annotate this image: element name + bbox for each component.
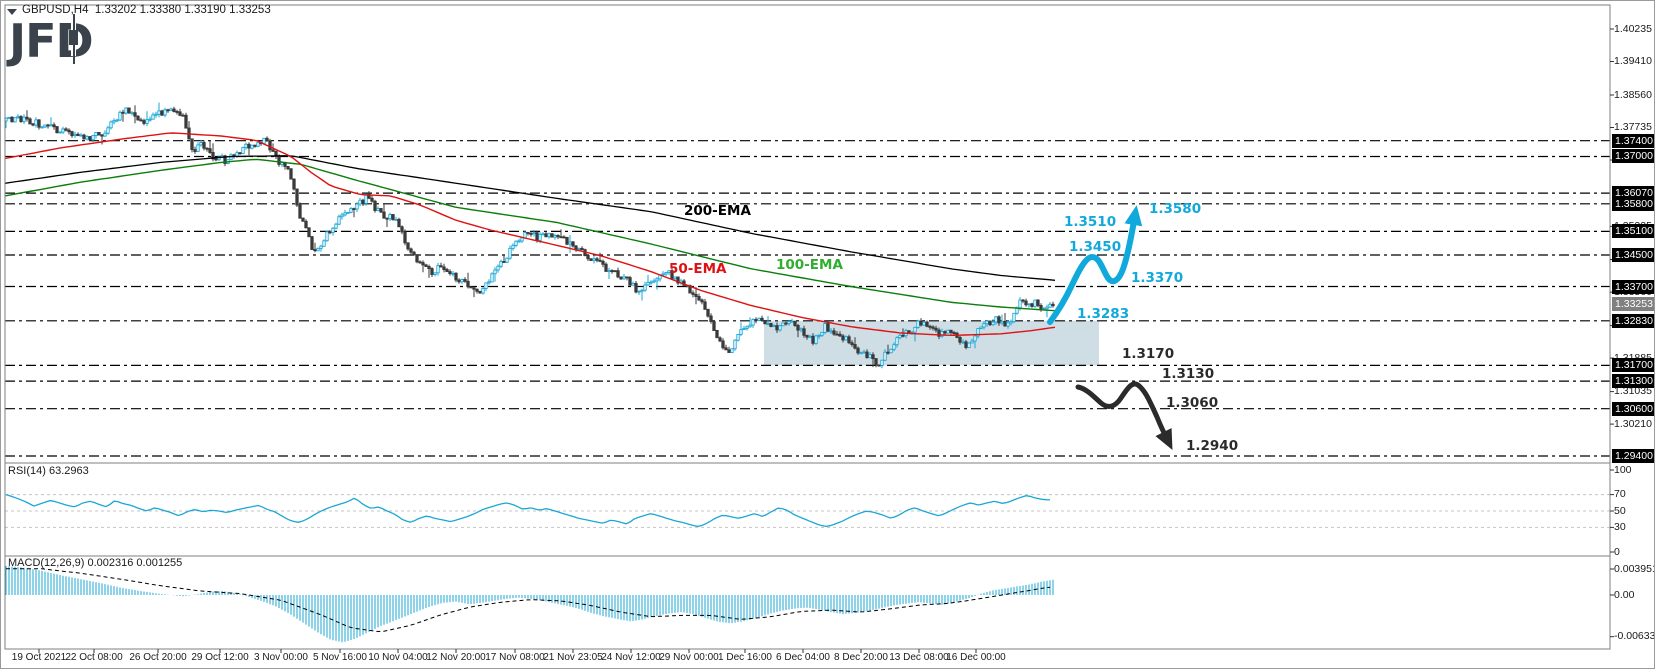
up-target-label: 1.3510 [1064, 214, 1117, 230]
ema100-label: 100-EMA [776, 257, 843, 273]
symbol-dropdown-icon[interactable] [7, 9, 17, 15]
time-axis-label: 1 Dec 16:00 [718, 652, 772, 663]
down-target-label: 1.3060 [1166, 395, 1219, 411]
rsi-tick-label: 50 [1614, 504, 1626, 517]
price-level-badge: 1.37000 [1612, 149, 1654, 164]
time-axis-label: 22 Oct 08:00 [65, 652, 123, 663]
time-axis-label: 24 Nov 12:00 [601, 652, 661, 663]
price-tick-label: 1.37735 [1614, 121, 1652, 134]
rsi-line [5, 493, 1051, 528]
time-axis-label: 19 Oct 2021 [11, 652, 67, 663]
time-axis-label: 13 Dec 08:00 [889, 652, 949, 663]
time-axis-label: 29 Nov 00:00 [659, 652, 719, 663]
down-target-label: 1.3170 [1122, 346, 1175, 362]
rsi-tick-label: 0 [1614, 545, 1620, 558]
price-tick-label: 1.39410 [1614, 55, 1652, 67]
up-target-label: 1.3580 [1149, 201, 1202, 217]
time-axis-label: 3 Nov 00:00 [254, 652, 308, 663]
rsi-tick-label: 70 [1614, 488, 1626, 501]
time-axis-label: 26 Oct 20:00 [129, 652, 187, 663]
quote-line: GBPUSD,H4 1.33202 1.33380 1.33190 1.3325… [22, 4, 271, 16]
time-axis-label: 6 Dec 04:00 [776, 652, 830, 663]
down-target-label: 1.3130 [1162, 366, 1215, 382]
price-level-badge: 1.31300 [1612, 374, 1654, 389]
broker-logo-text: JFD [9, 14, 94, 68]
price-tick-label: 1.38560 [1614, 88, 1652, 101]
price-tick-label: 1.40235 [1614, 22, 1652, 35]
ema50-label: 50-EMA [669, 261, 727, 277]
macd-tick-label: 0.00 [1614, 588, 1635, 601]
price-level-badge: 1.32830 [1612, 313, 1654, 328]
ema200-line [4, 155, 1056, 281]
price-level-badge: 1.35100 [1612, 224, 1654, 239]
rsi-tick-label: 30 [1614, 520, 1626, 533]
time-axis-label: 8 Dec 20:00 [834, 652, 888, 663]
price-tick-label: 1.30210 [1614, 417, 1652, 430]
macd-panel-border [4, 555, 1611, 650]
time-axis-label: 16 Dec 00:00 [946, 652, 1006, 663]
rsi-panel-border [4, 462, 1611, 557]
price-level-badge: 1.34500 [1612, 248, 1654, 262]
up-target-label: 1.3283 [1077, 306, 1130, 322]
up-target-label: 1.3370 [1131, 270, 1184, 286]
macd-tick-label: -0.006333 [1614, 630, 1655, 643]
logo-candle-body-icon [69, 30, 78, 45]
price-level-badge: 1.36070 [1612, 186, 1654, 201]
time-axis-label: 12 Nov 20:00 [426, 652, 486, 663]
price-level-badge: 1.33700 [1612, 279, 1654, 294]
current-price-badge: 1.33253 [1612, 297, 1654, 312]
price-level-badge: 1.35800 [1612, 196, 1654, 211]
price-level-badge: 1.29400 [1612, 449, 1654, 463]
price-level-badge: 1.37400 [1612, 133, 1654, 148]
price-level-badge: 1.31700 [1612, 358, 1654, 373]
macd-tick-label: 0.003951 [1614, 562, 1655, 575]
ema100-line [4, 158, 1056, 312]
macd-signal-line [6, 568, 1051, 633]
down-target-label: 1.2940 [1186, 438, 1239, 454]
rsi-indicator-label: RSI(14) 63.2963 [8, 465, 89, 477]
bullish-scenario-arrow [1047, 205, 1143, 325]
time-axis-label: 10 Nov 04:00 [368, 652, 428, 663]
ema200-label: 200-EMA [684, 203, 751, 219]
time-axis-label: 17 Nov 08:00 [485, 652, 545, 663]
rsi-tick-label: 100 [1614, 463, 1632, 476]
macd-indicator-label: MACD(12,26,9) 0.002316 0.001255 [8, 557, 183, 569]
time-axis-label: 5 Nov 16:00 [313, 652, 367, 663]
ema50-line [4, 132, 1056, 337]
price-level-badge: 1.30600 [1612, 401, 1654, 416]
broker-logo: JFD [9, 14, 109, 68]
bearish-scenario-arrow [1075, 381, 1173, 450]
price-panel-border [4, 4, 1611, 464]
time-axis-label: 29 Oct 12:00 [191, 652, 249, 663]
up-target-label: 1.3450 [1069, 239, 1122, 255]
time-axis-label: 21 Nov 23:05 [543, 652, 603, 663]
